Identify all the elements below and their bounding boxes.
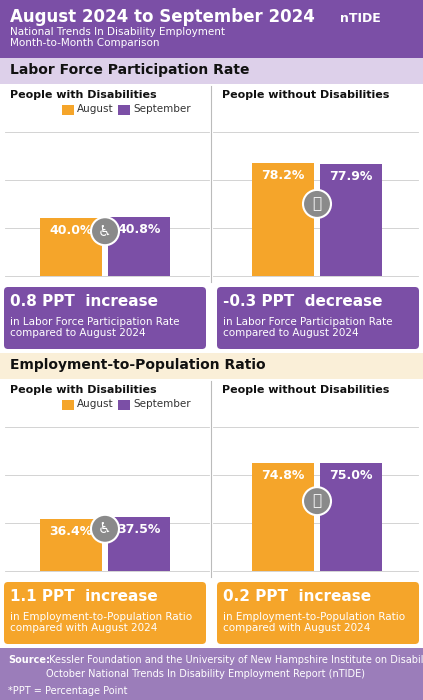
Bar xyxy=(118,400,130,410)
Bar xyxy=(62,105,74,115)
Text: 78.2%: 78.2% xyxy=(261,169,305,183)
Text: People without Disabilities: People without Disabilities xyxy=(222,90,390,100)
Bar xyxy=(320,463,382,571)
Text: in Employment-to-Population Ratio: in Employment-to-Population Ratio xyxy=(10,612,192,622)
Text: in Labor Force Participation Rate: in Labor Force Participation Rate xyxy=(10,317,179,327)
Circle shape xyxy=(91,217,119,245)
Text: National Trends In Disability Employment: National Trends In Disability Employment xyxy=(10,27,225,37)
Bar xyxy=(0,353,423,379)
Bar xyxy=(0,58,423,84)
Text: compared with August 2024: compared with August 2024 xyxy=(223,623,371,633)
Text: *PPT = Percentage Point: *PPT = Percentage Point xyxy=(8,686,127,696)
Text: September: September xyxy=(133,104,191,114)
Text: 37.5%: 37.5% xyxy=(117,523,161,536)
Text: People with Disabilities: People with Disabilities xyxy=(10,90,157,100)
Text: People without Disabilities: People without Disabilities xyxy=(222,385,390,395)
Text: in Employment-to-Population Ratio: in Employment-to-Population Ratio xyxy=(223,612,405,622)
Text: 40.8%: 40.8% xyxy=(117,223,161,236)
Text: 74.8%: 74.8% xyxy=(261,469,305,482)
Text: -0.3 PPT  decrease: -0.3 PPT decrease xyxy=(223,294,382,309)
Circle shape xyxy=(303,487,331,515)
Text: 0.2 PPT  increase: 0.2 PPT increase xyxy=(223,589,371,604)
Bar xyxy=(0,379,423,579)
Bar xyxy=(62,400,74,410)
Text: compared with August 2024: compared with August 2024 xyxy=(10,623,157,633)
FancyBboxPatch shape xyxy=(4,287,206,349)
Text: 75.0%: 75.0% xyxy=(329,469,373,482)
Text: ♿: ♿ xyxy=(98,224,112,239)
Bar xyxy=(0,0,423,58)
Text: People with Disabilities: People with Disabilities xyxy=(10,385,157,395)
Text: August 2024 to September 2024: August 2024 to September 2024 xyxy=(10,8,315,26)
Text: 0.8 PPT  increase: 0.8 PPT increase xyxy=(10,294,158,309)
Text: September: September xyxy=(133,399,191,409)
Bar xyxy=(252,463,314,571)
Bar xyxy=(320,164,382,276)
Text: compared to August 2024: compared to August 2024 xyxy=(10,328,146,338)
Text: 🚹: 🚹 xyxy=(313,197,321,211)
Bar xyxy=(40,519,102,571)
Text: 40.0%: 40.0% xyxy=(49,225,93,237)
Bar xyxy=(252,163,314,276)
Circle shape xyxy=(303,190,331,218)
Text: nTIDE: nTIDE xyxy=(340,12,381,25)
Text: August: August xyxy=(77,104,114,114)
Text: August: August xyxy=(77,399,114,409)
Bar xyxy=(108,217,170,276)
Text: Source:: Source: xyxy=(8,655,50,665)
Bar xyxy=(40,218,102,276)
Text: in Labor Force Participation Rate: in Labor Force Participation Rate xyxy=(223,317,393,327)
Text: ♿: ♿ xyxy=(98,522,112,536)
FancyBboxPatch shape xyxy=(217,582,419,644)
Bar xyxy=(0,648,423,700)
Bar xyxy=(0,84,423,284)
Circle shape xyxy=(91,514,119,542)
Text: Employment-to-Population Ratio: Employment-to-Population Ratio xyxy=(10,358,266,372)
Text: Kessler Foundation and the University of New Hampshire Institute on Disability
O: Kessler Foundation and the University of… xyxy=(46,655,423,679)
Text: Month-to-Month Comparison: Month-to-Month Comparison xyxy=(10,38,159,48)
Bar xyxy=(118,105,130,115)
Text: 77.9%: 77.9% xyxy=(330,170,373,183)
Text: Labor Force Participation Rate: Labor Force Participation Rate xyxy=(10,63,250,77)
Text: 🚹: 🚹 xyxy=(313,494,321,509)
Text: 1.1 PPT  increase: 1.1 PPT increase xyxy=(10,589,158,604)
Text: 36.4%: 36.4% xyxy=(49,524,93,538)
FancyBboxPatch shape xyxy=(217,287,419,349)
Bar xyxy=(108,517,170,571)
Text: compared to August 2024: compared to August 2024 xyxy=(223,328,359,338)
FancyBboxPatch shape xyxy=(4,582,206,644)
